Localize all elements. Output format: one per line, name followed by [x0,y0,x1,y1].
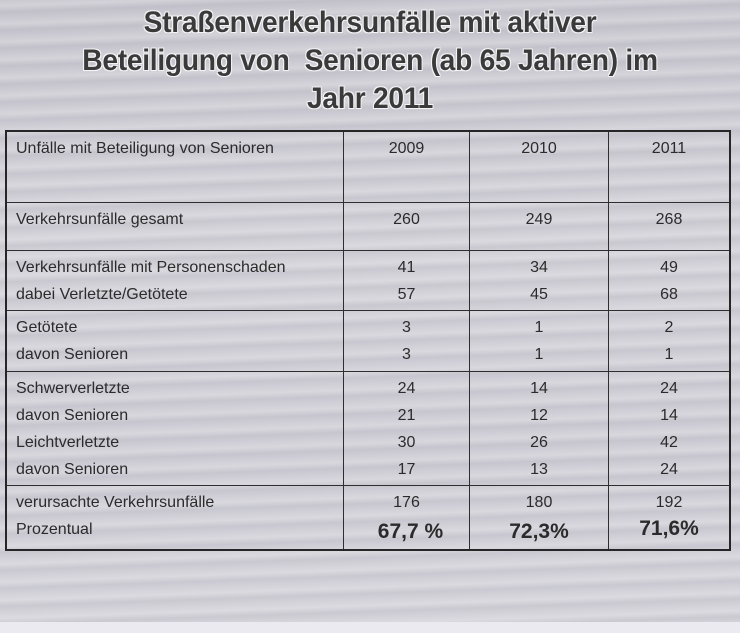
value: 1 [534,319,544,336]
value: 30 [397,434,416,451]
year-label: 2011 [651,140,687,157]
value-cell-2011: 24 14 42 24 [609,372,729,485]
row-label: davon Senioren [16,346,129,363]
row-label-cell: Schwerverletzte davon Senioren Leichtver… [7,372,344,485]
table-row-group-fatalities: Getötete davon Senioren 3 3 1 1 2 1 [7,311,729,372]
value: 249 [525,211,553,228]
row-label: Prozentual [16,521,93,538]
value-cell-2009: 260 [344,203,470,250]
value-cell-2011: 268 [609,203,729,250]
value: 21 [397,407,416,424]
value: 2 [664,319,674,336]
year-label: 2010 [521,140,557,157]
value: 14 [660,407,678,424]
value-cell-2010: 180 72,3% [470,486,609,549]
value-cell-2011: 49 68 [609,251,729,310]
value: 268 [655,211,683,228]
value: 42 [660,434,678,451]
value: 176 [393,494,420,511]
value: 13 [530,461,548,478]
accident-statistics-table: Unfälle mit Beteiligung von Senioren 200… [5,130,731,551]
value: 3 [402,319,411,336]
row-label: Getötete [16,319,78,336]
page-bottom-margin [0,622,740,633]
percentage-value: 67,7 % [377,520,444,543]
title-line-2: Beteiligung von Senioren (ab 65 Jahren) … [82,44,658,77]
value: 14 [530,380,548,397]
table-header-row: Unfälle mit Beteiligung von Senioren 200… [7,132,729,203]
value-cell-2009: 176 67,7 % [344,486,470,549]
value-cell-2011: 2 1 [609,311,729,371]
value-cell-2010: 34 45 [470,251,609,310]
value: 12 [530,407,548,424]
value: 24 [397,380,416,397]
value: 17 [397,461,416,478]
value: 68 [660,286,678,303]
header-year-2010: 2010 [470,132,609,202]
row-label: Verkehrsunfälle mit Personenschaden [16,259,286,276]
value: 57 [397,286,416,303]
value-cell-2010: 1 1 [470,311,609,371]
value: 34 [530,259,548,276]
table-row-group-caused: verursachte Verkehrsunfälle Prozentual 1… [7,486,729,549]
row-label: Verkehrsunfälle gesamt [16,211,184,228]
value: 24 [660,461,678,478]
title-line-3: Jahr 2011 [306,82,434,115]
row-label: Schwerverletzte [16,380,130,397]
row-label-cell: verursachte Verkehrsunfälle Prozentual [7,486,344,549]
year-label: 2009 [388,140,425,157]
value-cell-2011: 192 71,6% [609,486,729,549]
value-cell-2009: 41 57 [344,251,470,310]
value: 45 [530,286,548,303]
row-label-cell: Verkehrsunfälle gesamt [7,203,344,250]
row-label: verursachte Verkehrsunfälle [16,494,215,511]
header-label: Unfälle mit Beteiligung von Senioren [16,140,274,157]
value-cell-2010: 14 12 26 13 [470,372,609,485]
value: 41 [397,259,416,276]
value: 180 [525,494,553,511]
title-line-1: Straßenverkehrsunfälle mit aktiver [143,6,597,39]
value: 1 [664,346,674,363]
value-cell-2009: 24 21 30 17 [344,372,470,485]
table-row-group-personal-injury: Verkehrsunfälle mit Personenschaden dabe… [7,251,729,311]
table-row-group-total: Verkehrsunfälle gesamt 260 249 268 [7,203,729,251]
header-label-cell: Unfälle mit Beteiligung von Senioren [7,132,344,202]
header-year-2009: 2009 [344,132,470,202]
row-label-cell: Verkehrsunfälle mit Personenschaden dabe… [7,251,344,310]
value: 3 [402,346,411,363]
value: 192 [655,494,683,511]
value: 24 [660,380,678,397]
value-cell-2009: 3 3 [344,311,470,371]
value-cell-2010: 249 [470,203,609,250]
row-label: davon Senioren [16,407,129,424]
value: 1 [534,346,544,363]
row-label: Leichtverletzte [16,434,120,451]
row-label: davon Senioren [16,461,129,478]
percentage-value: 72,3% [509,520,569,543]
value: 26 [530,434,548,451]
header-year-2011: 2011 [609,132,729,202]
document-title: Straßenverkehrsunfälle mit aktiver Betei… [22,4,718,118]
row-label-cell: Getötete davon Senioren [7,311,344,371]
table-row-group-injuries: Schwerverletzte davon Senioren Leichtver… [7,372,729,486]
value: 260 [393,211,420,228]
percentage-value: 71,6% [639,517,699,540]
row-label: dabei Verletzte/Getötete [16,286,188,303]
value: 49 [660,259,678,276]
